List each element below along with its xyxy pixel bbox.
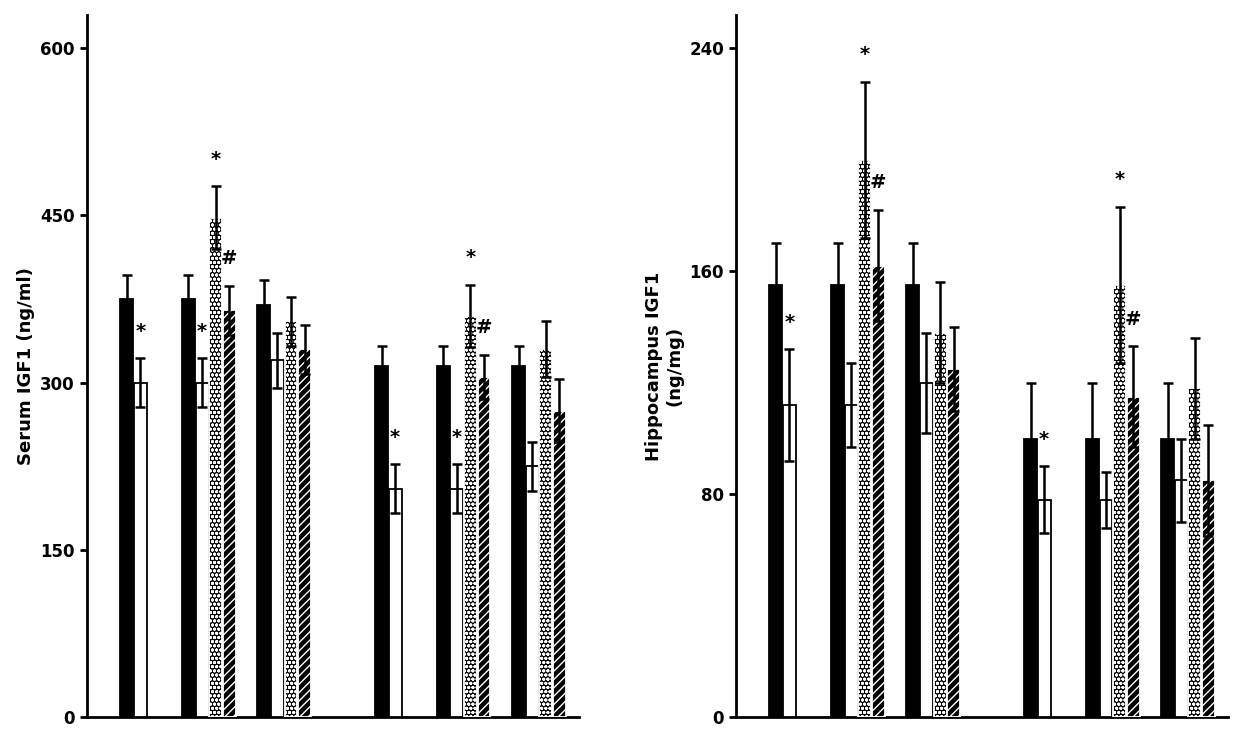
Bar: [920, 383, 932, 717]
Bar: [284, 321, 298, 717]
Bar: [1114, 285, 1126, 717]
Bar: [1202, 480, 1215, 717]
Bar: [782, 405, 796, 717]
Bar: [272, 360, 284, 717]
Bar: [298, 349, 311, 717]
Bar: [436, 366, 450, 717]
Bar: [553, 411, 565, 717]
Bar: [196, 383, 208, 717]
Text: *: *: [859, 45, 869, 64]
Text: #: #: [1125, 310, 1141, 329]
Bar: [388, 489, 402, 717]
Text: #: #: [221, 249, 237, 268]
Bar: [1100, 500, 1112, 717]
Text: *: *: [391, 427, 401, 447]
Text: *: *: [1039, 430, 1049, 449]
Bar: [477, 377, 491, 717]
Bar: [526, 466, 538, 717]
Bar: [182, 299, 195, 717]
Bar: [464, 315, 477, 717]
Bar: [769, 285, 782, 717]
Bar: [258, 305, 270, 717]
Bar: [844, 405, 858, 717]
Bar: [210, 217, 222, 717]
Bar: [858, 160, 872, 717]
Bar: [1038, 500, 1050, 717]
Bar: [872, 266, 884, 717]
Y-axis label: Serum IGF1 (ng/ml): Serum IGF1 (ng/ml): [17, 267, 35, 465]
Bar: [1127, 397, 1140, 717]
Bar: [1024, 438, 1037, 717]
Text: #: #: [870, 173, 887, 193]
Bar: [134, 383, 146, 717]
Text: *: *: [211, 150, 221, 169]
Bar: [934, 332, 946, 717]
Text: *: *: [135, 321, 145, 340]
Bar: [512, 366, 526, 717]
Bar: [1174, 480, 1188, 717]
Text: *: *: [1115, 171, 1125, 190]
Bar: [374, 366, 388, 717]
Bar: [450, 489, 464, 717]
Bar: [1086, 438, 1099, 717]
Y-axis label: Hippocampus IGF1
(ng/mg): Hippocampus IGF1 (ng/mg): [645, 272, 683, 460]
Bar: [539, 349, 552, 717]
Bar: [947, 369, 960, 717]
Text: #: #: [476, 318, 492, 337]
Text: *: *: [451, 427, 463, 447]
Bar: [120, 299, 133, 717]
Text: *: *: [465, 248, 475, 267]
Bar: [223, 310, 236, 717]
Text: *: *: [784, 313, 795, 332]
Bar: [831, 285, 844, 717]
Bar: [1162, 438, 1174, 717]
Bar: [906, 285, 919, 717]
Bar: [1188, 388, 1202, 717]
Text: *: *: [197, 321, 207, 340]
